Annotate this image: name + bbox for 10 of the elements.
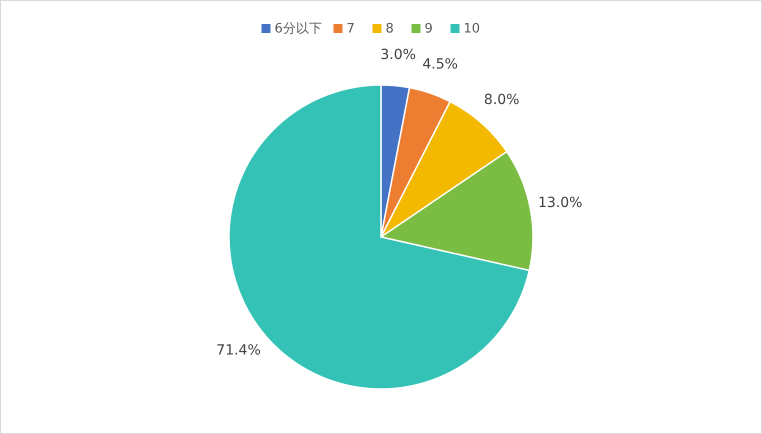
legend-label: 6分以下 [274,22,322,37]
data-label: 4.5% [422,56,458,72]
data-label: 8.0% [484,92,520,108]
legend-label: 8 [386,22,394,37]
legend-label: 9 [424,22,433,37]
data-label: 13.0% [538,194,582,211]
data-label: 71.4% [216,342,261,359]
legend-label: 7 [346,22,355,37]
data-label: 3.0% [380,47,416,64]
legend-label: 10 [464,22,480,37]
